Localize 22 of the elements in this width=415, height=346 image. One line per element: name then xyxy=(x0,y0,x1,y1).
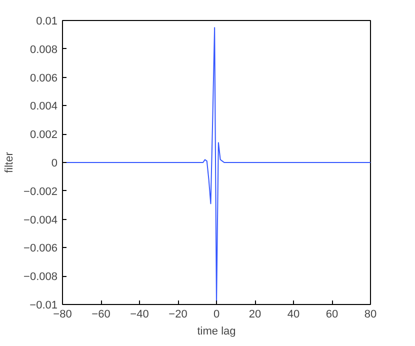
x-tick-label: −80 xyxy=(53,308,72,320)
y-tick-label: 0.008 xyxy=(30,44,58,56)
y-tick-label: 0.01 xyxy=(36,16,58,28)
x-tick-label: −20 xyxy=(168,308,188,320)
x-axis-title: time lag xyxy=(197,326,236,338)
y-tick-label: 0.004 xyxy=(30,100,58,113)
y-tick-label: −0.01 xyxy=(30,300,58,312)
y-tick-label: 0.002 xyxy=(30,129,58,142)
y-tick-label: 0 xyxy=(51,158,58,170)
x-tick-label: 80 xyxy=(364,308,377,320)
y-tick-label: −0.006 xyxy=(24,242,58,255)
y-axis-title: filter xyxy=(4,152,16,173)
y-tick-label: −0.002 xyxy=(24,186,58,198)
x-tick-label: −40 xyxy=(130,308,149,320)
x-tick-label: 0 xyxy=(213,308,220,320)
x-tick-label: 40 xyxy=(287,308,300,320)
x-tick-label: −60 xyxy=(92,308,110,320)
y-tick-label: 0.006 xyxy=(30,72,58,84)
x-tick-label: 20 xyxy=(248,308,262,320)
y-tick-label: −0.004 xyxy=(24,214,58,226)
x-tick-label: 60 xyxy=(326,308,338,320)
y-tick-label: −0.008 xyxy=(24,271,58,284)
